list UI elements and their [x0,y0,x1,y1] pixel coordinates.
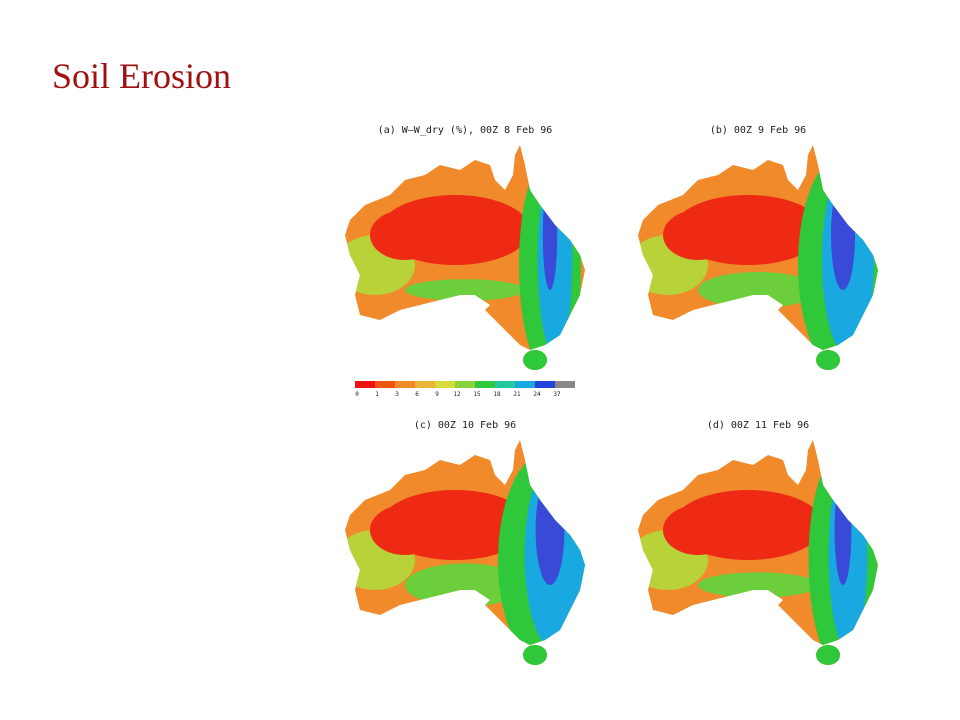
map-region [816,350,840,370]
colorbar: 0 1 3 6 9 12 15 18 21 24 37 [355,381,575,398]
colorbar-tick: 24 [533,391,541,398]
map-region [663,210,733,260]
map-panel [638,145,878,370]
map-region [663,505,733,555]
colorbar-tick: 18 [493,391,501,398]
map-region [405,563,525,607]
panel-label: (a) W–W_dry (%), 00Z 8 Feb 96 [378,125,553,136]
map-region [698,272,818,308]
colorbar-swatch [415,381,435,388]
panel-label: (b) 00Z 9 Feb 96 [710,125,806,136]
map-region [542,180,558,290]
colorbar-tick: 37 [553,391,561,398]
colorbar-swatch [395,381,415,388]
map-region [370,210,440,260]
map-region [698,572,818,598]
colorbar-swatch [555,381,575,388]
map-panel [638,440,878,665]
panel-label: (c) 00Z 10 Feb 96 [414,420,516,431]
map-region [831,180,855,290]
colorbar-swatch [435,381,455,388]
map-region [535,475,565,585]
map-region [405,279,525,301]
map-region [816,645,840,665]
colorbar-tick: 6 [415,391,419,398]
map [345,440,585,665]
colorbar-swatch [515,381,535,388]
colorbar-tick: 1 [375,391,379,398]
map-region [834,475,852,585]
colorbar-tick: 15 [473,391,481,398]
slide-title: Soil Erosion [52,56,231,96]
colorbar-swatch [455,381,475,388]
colorbar-swatch [495,381,515,388]
colorbar-swatch [535,381,555,388]
panel-label: (d) 00Z 11 Feb 96 [707,420,809,431]
map-region [523,645,547,665]
colorbar-swatch [475,381,495,388]
map-panel [345,440,585,665]
map [638,145,878,370]
colorbar-swatch [375,381,395,388]
colorbar-tick: 9 [435,391,439,398]
colorbar-tick: 12 [453,391,461,398]
map [638,440,878,665]
colorbar-swatch [355,381,375,388]
colorbar-tick: 0 [355,391,359,398]
map-region [523,350,547,370]
colorbar-tick: 21 [513,391,521,398]
colorbar-tick: 3 [395,391,399,398]
map-region [370,505,440,555]
map [345,145,585,370]
map-panel [345,145,585,370]
